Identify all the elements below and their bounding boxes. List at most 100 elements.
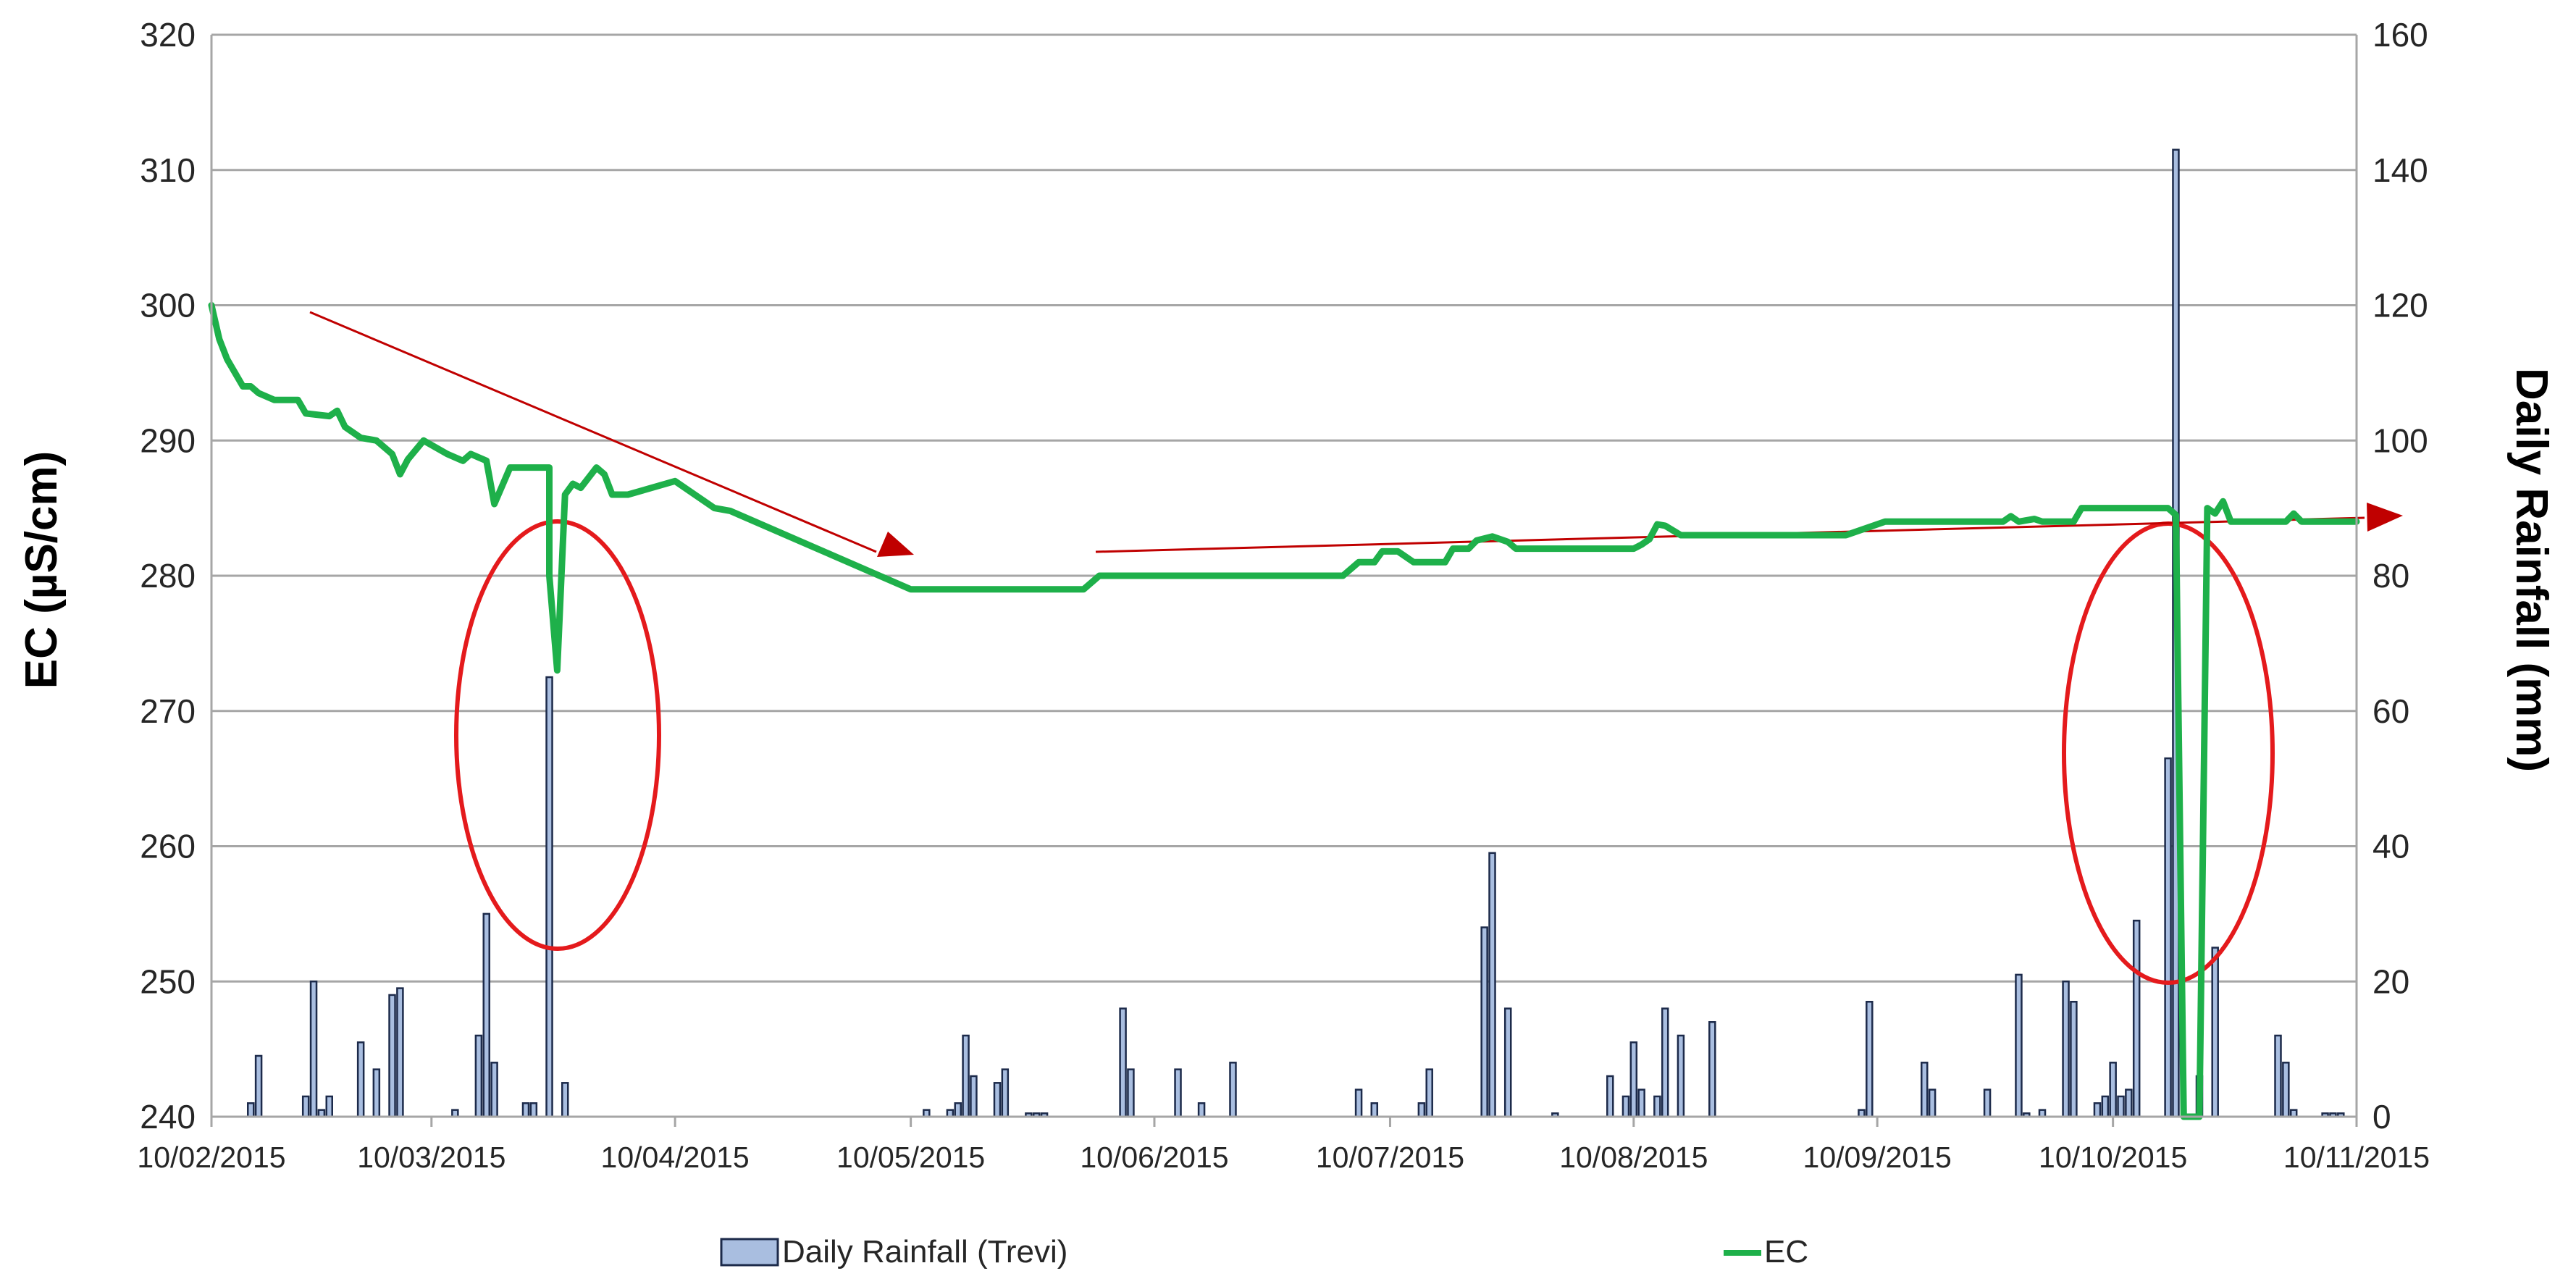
rainfall-bar	[309, 981, 318, 1118]
rainfall-bar	[254, 1054, 263, 1118]
rainfall-bar	[1708, 1021, 1716, 1118]
trend-arrow-decline-head	[877, 532, 914, 557]
rainfall-bar	[993, 1082, 1002, 1118]
rainfall-bar	[2125, 1088, 2133, 1118]
rainfall-bar	[1001, 1068, 1010, 1118]
x-tick-label: 10/11/2015	[2283, 1141, 2430, 1174]
x-tick-label: 10/10/2015	[2039, 1141, 2187, 1174]
rainfall-bar	[2093, 1102, 2102, 1118]
x-tick-label: 10/03/2015	[357, 1141, 505, 1174]
rainfall-bar	[1480, 926, 1488, 1118]
left-tick-label: 260	[140, 828, 196, 865]
left-tick-label: 320	[140, 16, 196, 54]
rainfall-bars	[246, 148, 2345, 1118]
rainfall-bar	[1637, 1088, 1645, 1118]
rainfall-bar	[474, 1034, 483, 1118]
right-tick-label: 100	[2372, 421, 2428, 459]
rainfall-bar	[2015, 973, 2023, 1118]
rainfall-bar	[2062, 981, 2070, 1118]
rainfall-bar	[396, 987, 404, 1118]
right-tick-label: 20	[2372, 962, 2409, 1000]
rainfall-bar	[490, 1062, 498, 1118]
rainfall-bar	[2211, 947, 2219, 1118]
x-tick-label: 10/08/2015	[1559, 1141, 1708, 1174]
right-tick-label: 160	[2372, 16, 2428, 54]
rainfall-bar	[954, 1102, 962, 1118]
x-tick-label: 10/09/2015	[1803, 1141, 1952, 1174]
rainfall-bar	[1866, 1001, 1874, 1118]
rainfall-bar	[1488, 852, 1496, 1118]
left-tick-label: 300	[140, 287, 196, 324]
rainfall-bar	[1370, 1102, 1379, 1118]
trend-arrow-rise-head	[2367, 503, 2403, 532]
rainfall-bar	[2117, 1095, 2125, 1118]
left-tick-label: 310	[140, 151, 196, 189]
x-tick-label: 10/06/2015	[1080, 1141, 1228, 1174]
rainfall-bar	[545, 676, 553, 1118]
left-tick-label: 250	[140, 962, 196, 1000]
rainfall-bar	[2109, 1062, 2117, 1118]
rainfall-bar	[561, 1082, 569, 1118]
rainfall-bar	[970, 1075, 978, 1118]
left-tick-label: 290	[140, 421, 196, 459]
legend-ec-label: EC	[1764, 1234, 1808, 1270]
legend-rainfall-label: Daily Rainfall (Trevi)	[782, 1234, 1067, 1270]
rainfall-bar	[246, 1102, 255, 1118]
right-tick-label: 60	[2372, 692, 2409, 730]
rainfall-bar	[529, 1102, 538, 1118]
rainfall-bar	[356, 1041, 365, 1118]
right-tick-label: 120	[2372, 287, 2428, 324]
right-tick-label: 80	[2372, 557, 2409, 595]
annotations	[309, 311, 2403, 985]
rainfall-bar	[1127, 1068, 1135, 1118]
rainfall-bar	[1119, 1007, 1127, 1118]
rainfall-bar	[1653, 1095, 1661, 1118]
rainfall-bar	[2101, 1095, 2110, 1118]
right-tick-label: 140	[2372, 151, 2428, 189]
rainfall-bar	[1503, 1007, 1512, 1118]
left-tick-label: 280	[140, 557, 196, 595]
x-tick-label: 10/02/2015	[137, 1141, 285, 1174]
rainfall-bar	[1921, 1062, 1929, 1118]
rainfall-bar	[482, 912, 490, 1118]
rainfall-bar	[1174, 1068, 1182, 1118]
rainfall-bar	[1425, 1068, 1433, 1118]
highlight-ellipse-march	[454, 519, 661, 951]
ec-line-layer	[208, 302, 2360, 1120]
right-tick-label: 0	[2372, 1098, 2391, 1136]
ec-line	[208, 302, 2360, 1120]
rainfall-bar	[1229, 1062, 1237, 1118]
rainfall-bar	[1417, 1102, 1426, 1118]
rainfall-bar	[325, 1095, 333, 1118]
rainfall-bar	[1606, 1075, 1614, 1118]
rainfall-bar	[372, 1068, 381, 1118]
axes: 240 250 260 270 280 290 300 310 320 0 20 40 60 80 100 1…	[137, 16, 2430, 1174]
gridlines	[211, 33, 2357, 983]
rainfall-bar	[1677, 1034, 1685, 1118]
legend: Daily Rainfall (Trevi) EC	[720, 1234, 1808, 1270]
rainfall-bar	[2132, 919, 2141, 1118]
rainfall-bar	[521, 1102, 530, 1118]
rainfall-bar	[1354, 1088, 1363, 1118]
rainfall-bar	[1197, 1102, 1206, 1118]
x-tick-label: 10/05/2015	[836, 1141, 985, 1174]
trend-arrow-decline	[309, 311, 877, 553]
rainfall-bar	[1928, 1088, 1937, 1118]
left-tick-label: 270	[140, 692, 196, 730]
x-tick-label: 10/04/2015	[601, 1141, 750, 1174]
rainfall-bar	[2070, 1001, 2078, 1118]
rainfall-bar	[1621, 1095, 1630, 1118]
rainfall-bar	[301, 1095, 310, 1118]
right-axis-title: Daily Rainfall (mm)	[2506, 368, 2556, 772]
left-tick-label: 240	[140, 1098, 196, 1136]
rainfall-bar	[2282, 1062, 2290, 1118]
left-axis-title: EC (µS/cm)	[17, 451, 67, 689]
x-tick-label: 10/07/2015	[1316, 1141, 1464, 1174]
rainfall-bar	[962, 1034, 970, 1118]
legend-rainfall-swatch	[720, 1238, 779, 1267]
rainfall-bar	[2274, 1034, 2282, 1118]
rainfall-bar	[388, 994, 396, 1118]
right-tick-label: 40	[2372, 828, 2409, 865]
rainfall-bar	[1983, 1088, 1992, 1118]
